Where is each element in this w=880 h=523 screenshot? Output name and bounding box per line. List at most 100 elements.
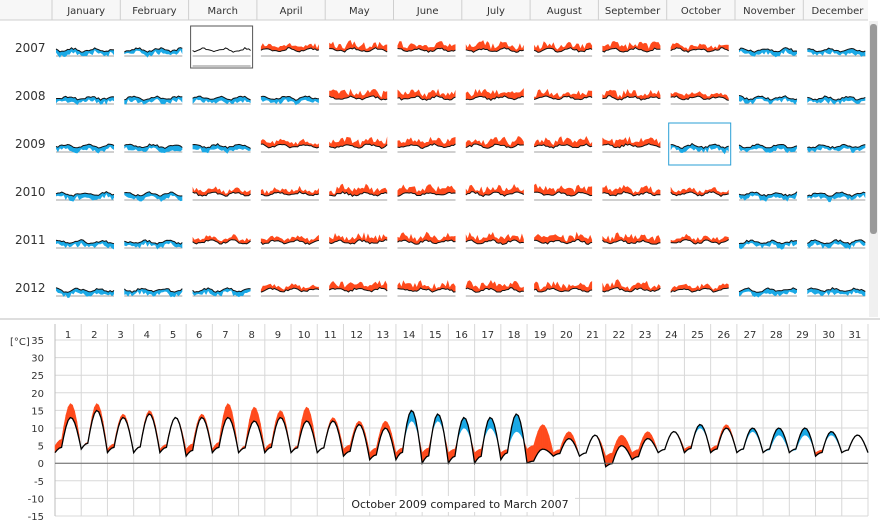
month-cell[interactable] (669, 266, 731, 310)
day-label[interactable]: 24 (665, 330, 678, 341)
month-cell[interactable] (600, 74, 662, 118)
month-cell[interactable] (668, 122, 732, 166)
day-label[interactable]: 1 (65, 330, 71, 341)
month-cell[interactable] (805, 122, 867, 166)
day-label[interactable]: 22 (612, 330, 625, 341)
month-cell[interactable] (669, 26, 731, 70)
year-label[interactable]: 2010 (15, 185, 46, 199)
month-cell[interactable] (190, 25, 254, 70)
month-cell[interactable] (122, 74, 184, 118)
month-cell[interactable] (532, 74, 594, 118)
month-cell[interactable] (396, 218, 458, 262)
day-label[interactable]: 14 (403, 330, 416, 341)
month-cell[interactable] (805, 74, 867, 118)
day-label[interactable]: 28 (770, 330, 783, 341)
day-label[interactable]: 12 (350, 330, 363, 341)
month-cell[interactable] (737, 74, 799, 118)
month-cell[interactable] (737, 26, 799, 70)
month-cell[interactable] (54, 122, 116, 166)
month-cell[interactable] (805, 26, 867, 70)
month-cell[interactable] (54, 26, 116, 70)
month-cell[interactable] (532, 218, 594, 262)
month-header[interactable]: November (743, 6, 796, 17)
month-cell[interactable] (327, 218, 389, 262)
month-header[interactable]: May (349, 6, 370, 17)
month-cell[interactable] (327, 170, 389, 214)
month-cell[interactable] (464, 122, 526, 166)
month-cell[interactable] (532, 122, 594, 166)
month-cell[interactable] (122, 218, 184, 262)
day-label[interactable]: 19 (534, 330, 547, 341)
month-cell[interactable] (464, 266, 526, 310)
month-cell[interactable] (191, 218, 253, 262)
month-cell[interactable] (669, 218, 731, 262)
month-cell[interactable] (327, 122, 389, 166)
month-header[interactable]: February (132, 6, 176, 17)
month-header[interactable]: June (416, 6, 439, 17)
month-cell[interactable] (259, 26, 321, 70)
day-label[interactable]: 10 (298, 330, 311, 341)
month-cell[interactable] (54, 170, 116, 214)
month-cell[interactable] (122, 26, 184, 70)
year-label[interactable]: 2012 (15, 281, 46, 295)
month-header[interactable]: September (605, 6, 661, 17)
month-cell[interactable] (396, 170, 458, 214)
day-label[interactable]: 29 (796, 330, 809, 341)
day-label[interactable]: 18 (508, 330, 521, 341)
month-cell[interactable] (259, 266, 321, 310)
month-cell[interactable] (737, 266, 799, 310)
day-label[interactable]: 25 (691, 330, 704, 341)
month-cell[interactable] (191, 74, 253, 118)
year-label[interactable]: 2009 (15, 137, 46, 151)
year-label[interactable]: 2011 (15, 233, 46, 247)
year-label[interactable]: 2007 (15, 41, 46, 55)
day-label[interactable]: 3 (117, 330, 123, 341)
month-header[interactable]: April (280, 6, 303, 17)
day-label[interactable]: 2 (91, 330, 97, 341)
day-label[interactable]: 31 (849, 330, 862, 341)
month-cell[interactable] (191, 170, 253, 214)
month-cell[interactable] (191, 266, 253, 310)
month-cell[interactable] (122, 170, 184, 214)
month-cell[interactable] (600, 26, 662, 70)
month-cell[interactable] (737, 122, 799, 166)
month-header[interactable]: October (681, 6, 722, 17)
month-header[interactable]: March (208, 6, 238, 17)
day-label[interactable]: 23 (639, 330, 652, 341)
month-cell[interactable] (259, 170, 321, 214)
month-cell[interactable] (669, 74, 731, 118)
day-label[interactable]: 8 (249, 330, 255, 341)
month-header[interactable]: July (486, 6, 505, 17)
month-cell[interactable] (464, 74, 526, 118)
month-cell[interactable] (259, 218, 321, 262)
year-label[interactable]: 2008 (15, 89, 46, 103)
month-cell[interactable] (532, 266, 594, 310)
month-cell[interactable] (669, 170, 731, 214)
month-cell[interactable] (600, 122, 662, 166)
month-cell[interactable] (54, 266, 116, 310)
day-label[interactable]: 17 (481, 330, 494, 341)
month-cell[interactable] (327, 74, 389, 118)
month-cell[interactable] (737, 170, 799, 214)
month-cell[interactable] (805, 170, 867, 214)
day-label[interactable]: 4 (144, 330, 150, 341)
month-cell[interactable] (600, 266, 662, 310)
month-cell[interactable] (532, 26, 594, 70)
month-cell[interactable] (464, 218, 526, 262)
day-label[interactable]: 11 (324, 330, 337, 341)
month-header[interactable]: December (812, 6, 865, 17)
month-header[interactable]: August (547, 6, 582, 17)
day-label[interactable]: 21 (586, 330, 599, 341)
day-label[interactable]: 20 (560, 330, 573, 341)
overview-scrollbar-thumb[interactable] (870, 24, 877, 234)
day-label[interactable]: 13 (376, 330, 389, 341)
day-label[interactable]: 5 (170, 330, 176, 341)
day-label[interactable]: 15 (429, 330, 442, 341)
month-cell[interactable] (327, 26, 389, 70)
day-label[interactable]: 26 (717, 330, 730, 341)
day-label[interactable]: 6 (196, 330, 202, 341)
month-cell[interactable] (122, 122, 184, 166)
month-cell[interactable] (259, 122, 321, 166)
month-cell[interactable] (327, 266, 389, 310)
month-cell[interactable] (54, 218, 116, 262)
